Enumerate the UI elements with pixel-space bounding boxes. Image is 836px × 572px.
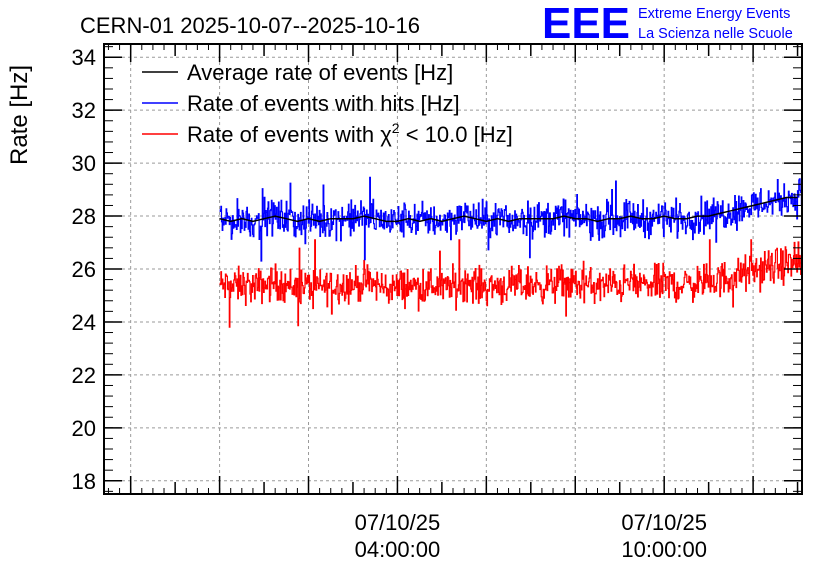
legend: Average rate of events [Hz] Rate of even… (142, 60, 513, 147)
series-hits-line (219, 176, 803, 262)
axis-ticks (104, 44, 802, 494)
y-tick-label: 32 (72, 98, 96, 123)
y-tick-label: 18 (72, 469, 96, 494)
eee-logo: EEE Extreme Energy Events La Scienza nel… (542, 0, 793, 48)
chart-title: CERN-01 2025-10-07--2025-10-16 (80, 13, 420, 38)
legend-chi2-symbol: χ (380, 122, 392, 147)
y-tick-label: 22 (72, 363, 96, 388)
y-tick-label: 26 (72, 257, 96, 282)
series-chi2-line (219, 239, 803, 328)
logo-mark: EEE (542, 0, 630, 48)
legend-chi2-sup: 2 (392, 120, 400, 136)
x-tick-label-date: 07/10/25 (621, 510, 707, 535)
y-tick-label: 28 (72, 204, 96, 229)
y-tick-label: 20 (72, 416, 96, 441)
logo-line-1: Extreme Energy Events (638, 6, 790, 22)
legend-chi2-prefix: Rate of events with (187, 122, 380, 147)
series-average-line (219, 196, 798, 223)
y-tick-labels: 18 20 22 24 26 28 30 32 34 (72, 45, 96, 494)
legend-chi2-suffix: < 10.0 [Hz] (400, 122, 513, 147)
x-tick-label-time: 04:00:00 (355, 537, 441, 562)
series-lines (219, 176, 803, 328)
y-tick-label: 34 (72, 45, 96, 70)
logo-line-2: La Scienza nelle Scuole (638, 26, 793, 42)
legend-label-hits: Rate of events with hits [Hz] (187, 91, 460, 116)
x-tick-label-time: 10:00:00 (621, 537, 707, 562)
legend-label-chi2: Rate of events with χ2 < 10.0 [Hz] (187, 120, 513, 147)
y-axis-label: Rate [Hz] (6, 65, 33, 165)
y-tick-label: 24 (72, 310, 96, 335)
x-tick-label-date: 07/10/25 (355, 510, 441, 535)
y-tick-label: 30 (72, 151, 96, 176)
legend-label-average: Average rate of events [Hz] (187, 60, 453, 85)
